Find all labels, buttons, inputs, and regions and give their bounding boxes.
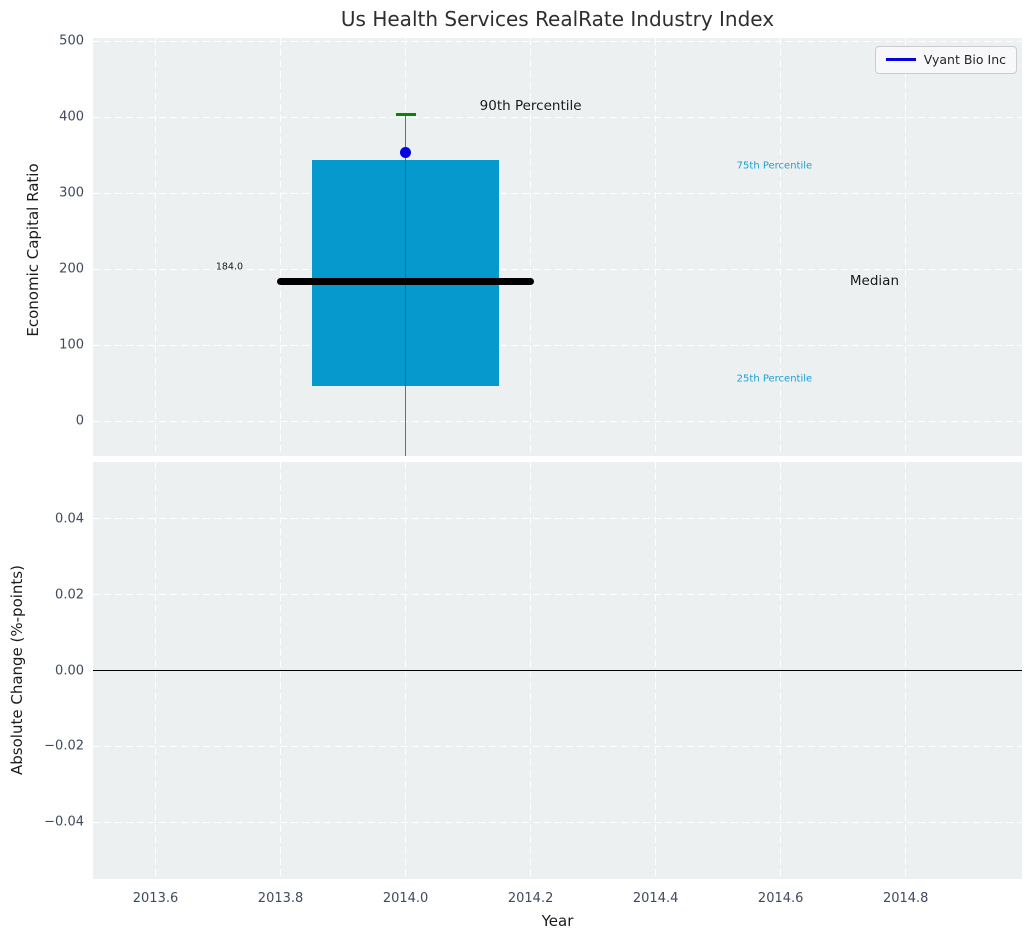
gridline-horizontal [93, 821, 1022, 823]
gridline-vertical [155, 38, 157, 456]
gridline-horizontal [93, 344, 1022, 346]
gridline-horizontal [93, 116, 1022, 118]
gridline-vertical [280, 38, 282, 456]
chart-title: Us Health Services RealRate Industry Ind… [340, 7, 775, 31]
top-y-axis-label: Economic Capital Ratio [24, 163, 42, 337]
top-plot-area [93, 38, 1022, 456]
x-tick-label: 2014.6 [757, 891, 804, 906]
bottom-y-tick-label: −0.02 [44, 738, 84, 754]
bottom-y-tick-label: 0.00 [55, 663, 84, 678]
median-line [277, 277, 534, 285]
top-y-tick-label: 400 [59, 109, 84, 125]
top-y-tick-label: 0 [75, 413, 84, 429]
gridline-vertical [530, 38, 532, 456]
annotation-75th-percentile: 75th Percentile [736, 160, 813, 172]
gridline-vertical [655, 38, 657, 456]
gridline-horizontal [93, 745, 1022, 747]
top-y-tick-label: 500 [59, 33, 84, 49]
annotation-25th-percentile: 25th Percentile [736, 373, 813, 385]
whisker-cap-90th [395, 112, 416, 116]
gridline-horizontal [93, 192, 1022, 194]
gridline-horizontal [93, 420, 1022, 422]
gridline-vertical [905, 38, 907, 456]
gridline-vertical [780, 38, 782, 456]
x-tick-label: 2013.8 [257, 891, 304, 906]
x-tick-label: 2014.2 [507, 891, 554, 906]
zero-line [93, 669, 1022, 672]
x-tick-label: 2014.0 [382, 891, 429, 906]
annotation-median: Median [849, 273, 900, 290]
legend-line-swatch [885, 58, 916, 61]
annotation-184-0: 184.0 [215, 261, 244, 273]
annotation-90th-percentile: 90th Percentile [479, 98, 582, 115]
x-tick-label: 2014.8 [882, 891, 929, 906]
top-y-tick-label: 300 [59, 185, 84, 201]
bottom-y-axis-label: Absolute Change (%-points) [8, 565, 26, 775]
gridline-horizontal [93, 268, 1022, 270]
company-point-dot [400, 146, 412, 158]
top-y-tick-label: 100 [59, 337, 84, 353]
x-tick-label: 2014.4 [632, 891, 679, 906]
legend-label: Vyant Bio Inc [923, 52, 1006, 67]
x-tick-label: 2013.6 [132, 891, 179, 906]
legend: Vyant Bio Inc [874, 46, 1017, 74]
gridline-horizontal [93, 40, 1022, 42]
bottom-y-tick-label: 0.04 [55, 511, 84, 527]
bottom-y-tick-label: 0.02 [55, 587, 84, 603]
whisker-line [404, 114, 407, 456]
bottom-y-tick-label: −0.04 [44, 814, 84, 830]
top-y-tick-label: 200 [59, 261, 84, 277]
gridline-horizontal [93, 594, 1022, 596]
gridline-horizontal [93, 518, 1022, 520]
x-axis-label: Year [541, 912, 574, 930]
bottom-plot-area [93, 462, 1022, 879]
